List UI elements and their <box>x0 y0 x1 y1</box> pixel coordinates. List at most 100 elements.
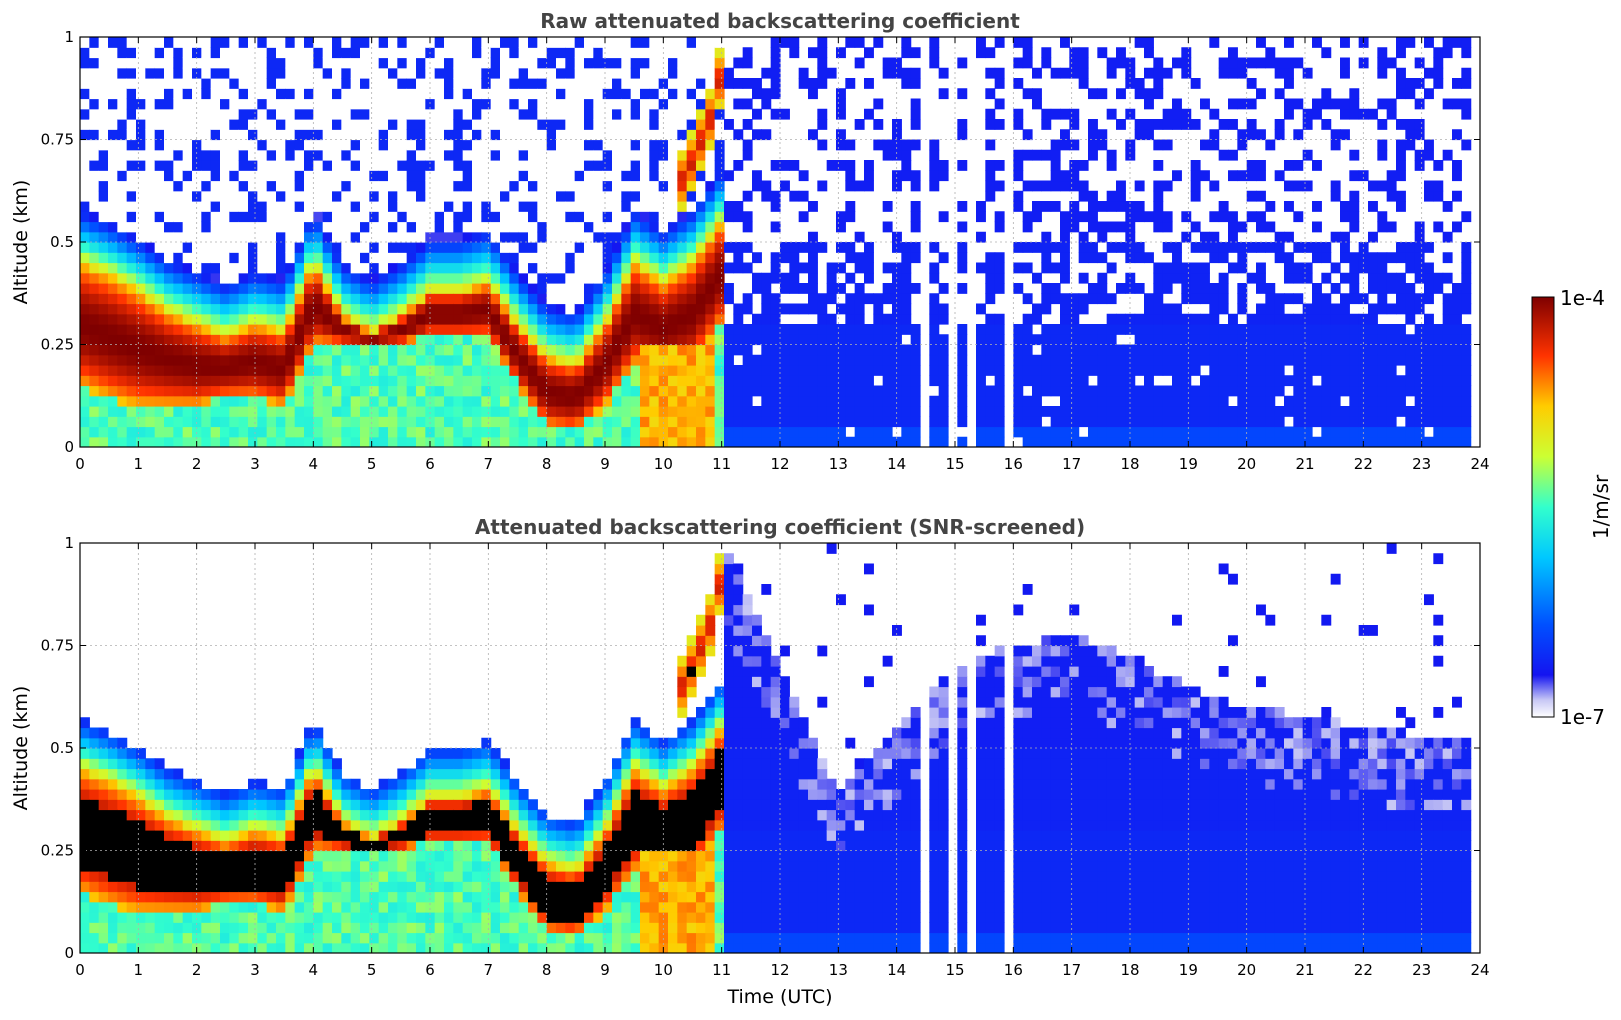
heat-cell <box>304 242 314 253</box>
heat-cell <box>1144 416 1154 428</box>
heat-cell <box>1340 98 1350 110</box>
heat-cell <box>677 211 688 223</box>
heat-cell <box>985 160 996 171</box>
heat-cell <box>1312 313 1322 325</box>
heat-cell <box>836 334 846 346</box>
heat-cell <box>1330 395 1341 407</box>
heat-cell <box>1377 385 1388 397</box>
heat-cell <box>1396 119 1406 130</box>
heat-cell <box>686 426 697 438</box>
heat-cell <box>518 149 529 161</box>
heat-cell <box>864 334 874 346</box>
heat-cell <box>117 365 128 376</box>
heat-cell <box>453 344 464 356</box>
heat-cell <box>89 78 100 89</box>
heat-cell <box>98 901 109 913</box>
heat-cell <box>210 201 221 212</box>
heat-cell <box>836 395 846 407</box>
heat-cell <box>350 190 361 202</box>
heat-cell <box>360 78 370 89</box>
heat-cell <box>154 406 165 417</box>
heat-cell <box>481 98 492 110</box>
heat-cell <box>444 354 454 366</box>
heat-cell <box>798 303 809 315</box>
heat-cell <box>1209 375 1220 387</box>
heat-cell <box>182 406 193 417</box>
heat-cell <box>229 262 240 274</box>
heat-cell <box>929 47 940 59</box>
heat-cell <box>117 324 128 335</box>
heat-cell <box>481 293 492 305</box>
heat-cell <box>266 262 277 274</box>
heat-cell <box>686 354 697 366</box>
heat-cell <box>164 830 174 841</box>
heat-cell <box>229 160 240 171</box>
heat-cell <box>341 395 352 407</box>
heat-cell <box>677 149 688 161</box>
heat-cell <box>1069 324 1080 335</box>
heat-cell <box>397 160 408 171</box>
heat-cell <box>612 375 622 387</box>
heat-cell <box>705 375 716 387</box>
heat-cell <box>248 37 258 48</box>
heat-cell <box>341 303 352 315</box>
heat-cell <box>1386 303 1397 315</box>
heat-cell <box>434 201 445 212</box>
heat-cell <box>649 221 660 233</box>
heat-cell <box>1144 313 1154 325</box>
heat-cell <box>640 221 650 233</box>
heat-cell <box>1265 313 1276 325</box>
heat-cell <box>892 375 902 387</box>
heat-cell <box>1330 375 1341 387</box>
heat-cell <box>164 942 174 953</box>
heat-cell <box>1265 57 1276 69</box>
heat-cell <box>313 57 324 69</box>
heat-cell <box>210 426 221 438</box>
heat-cell <box>182 252 193 264</box>
heat-cell <box>1153 283 1164 294</box>
heat-cell <box>294 170 305 182</box>
heat-cell <box>789 344 800 356</box>
heat-cell <box>677 231 688 243</box>
heat-cell <box>425 221 436 233</box>
heat-cell <box>500 334 510 346</box>
heat-cell <box>1284 98 1294 110</box>
heat-cell <box>668 47 678 59</box>
heat-cell <box>173 324 184 335</box>
heat-cell <box>313 313 324 325</box>
heat-cell <box>1125 324 1136 335</box>
heat-cell <box>612 354 622 366</box>
heat-cell <box>1097 231 1108 243</box>
heat-cell <box>1078 344 1089 356</box>
heat-cell <box>770 108 781 120</box>
heat-cell <box>257 375 268 387</box>
heat-cell <box>229 344 240 356</box>
heat-cell <box>733 98 744 110</box>
heat-cell <box>1461 211 1472 223</box>
heat-cell <box>770 37 781 48</box>
heat-cell <box>1106 416 1117 428</box>
heat-cell <box>733 211 744 223</box>
heat-cell <box>630 252 641 264</box>
heat-cell <box>257 221 268 233</box>
heat-cell <box>164 67 174 79</box>
heat-cell <box>518 160 529 171</box>
heat-cell <box>892 170 902 182</box>
heat-cell <box>789 395 800 407</box>
heat-cell <box>341 37 352 48</box>
heat-cell <box>1162 395 1173 407</box>
heat-cell <box>434 129 445 141</box>
heat-cell <box>341 406 352 417</box>
heat-cell <box>1069 344 1080 356</box>
heat-cell <box>705 98 716 110</box>
heat-cell <box>481 37 492 48</box>
heat-cell <box>1032 385 1042 397</box>
heat-cell <box>1312 201 1322 212</box>
heat-cell <box>1162 211 1173 223</box>
heat-cell <box>322 108 333 120</box>
heat-cell <box>938 395 949 407</box>
heat-cell <box>1069 395 1080 407</box>
heat-cell <box>360 272 370 284</box>
heat-cell <box>238 170 249 182</box>
heat-cell <box>705 436 716 447</box>
